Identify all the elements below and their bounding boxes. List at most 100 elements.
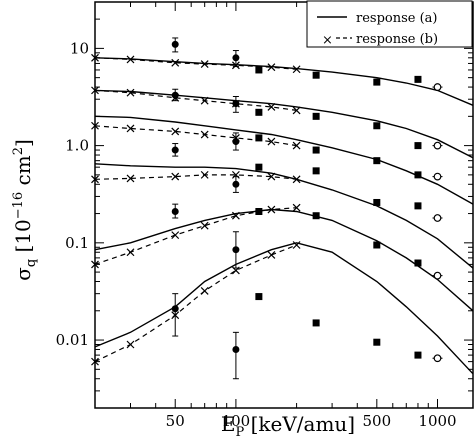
response-b-cross	[267, 102, 276, 111]
data-point-square	[414, 142, 422, 150]
data-point-square	[373, 122, 381, 130]
response-b-cross	[126, 248, 135, 257]
data-point-square	[373, 198, 381, 206]
data-point-circle	[171, 305, 179, 313]
data-point-circle	[232, 138, 240, 146]
response-b-cross	[126, 88, 135, 97]
plot-area-border	[94, 1, 474, 409]
response-b-cross	[292, 106, 301, 115]
data-point-square	[312, 212, 320, 220]
x-tick-label: 50	[166, 412, 185, 430]
x-axis-label: EP [keV/amu]	[221, 412, 355, 440]
response-a-line	[94, 242, 474, 375]
y-tick-label: 1.0	[65, 137, 89, 155]
data-point-square	[255, 163, 263, 171]
response-b-cross	[292, 65, 301, 74]
response-b-cross	[292, 203, 301, 212]
data-point-square	[373, 338, 381, 346]
response-b-cross	[267, 137, 276, 146]
response-a-line	[94, 115, 474, 205]
data-point-square	[255, 108, 263, 116]
y-axis-label: σq [10−16 cm2]	[11, 139, 39, 281]
data-point-square	[373, 157, 381, 165]
y-tick-label: 0.1	[65, 234, 89, 252]
response-a-lines	[94, 57, 474, 375]
data-point-open-circle	[433, 271, 442, 280]
data-point-circle	[171, 207, 179, 215]
response-b-cross	[200, 60, 209, 68]
response-b-cross	[200, 170, 209, 179]
data-point-open-circle	[433, 354, 442, 363]
response-a-line	[94, 57, 474, 106]
response-b-cross	[91, 175, 99, 184]
data-point-circle	[171, 91, 179, 99]
response-b-cross	[200, 130, 209, 139]
data-point-square	[414, 259, 422, 267]
response-b-cross	[171, 58, 180, 67]
data-point-square	[255, 293, 263, 301]
data-point-open-circle	[433, 141, 442, 150]
experiment-markers	[171, 37, 443, 380]
response-b-cross	[91, 86, 99, 95]
response-b-cross	[126, 174, 135, 183]
data-point-open-circle	[433, 172, 442, 181]
data-point-square	[414, 202, 422, 210]
response-b-cross	[200, 96, 209, 105]
legend-box	[306, 0, 473, 48]
legend-label-b: response (b)	[356, 32, 438, 47]
data-point-square	[414, 351, 422, 359]
response-a-line	[94, 89, 474, 159]
data-point-square	[312, 71, 320, 79]
response-b-cross	[200, 221, 209, 230]
data-point-circle	[232, 54, 240, 62]
data-point-circle	[171, 146, 179, 154]
response-a-line	[94, 163, 474, 269]
response-b-cross	[171, 172, 180, 181]
data-point-circle	[171, 40, 179, 48]
response-b-line	[94, 244, 297, 363]
response-b-line	[94, 89, 297, 111]
response-b-cross	[267, 172, 276, 181]
data-point-square	[255, 66, 263, 74]
response-b-cross	[91, 260, 99, 269]
data-point-square	[255, 134, 263, 142]
data-point-circle	[232, 100, 240, 108]
data-point-square	[312, 146, 320, 154]
legend: response (a) × response (b)	[306, 0, 473, 48]
y-tick-label: 0.01	[56, 331, 89, 349]
response-b-cross	[231, 170, 240, 179]
response-b-cross	[292, 241, 301, 249]
plot-frame	[94, 1, 474, 409]
response-b-cross	[91, 53, 99, 62]
response-b-cross	[231, 211, 240, 220]
data-point-square	[373, 241, 381, 249]
data-point-square	[255, 207, 263, 215]
y-tick-label: 10	[70, 39, 89, 57]
legend-label-a: response (a)	[356, 11, 438, 26]
response-b-cross	[126, 55, 135, 64]
response-b-cross	[171, 127, 180, 136]
data-point-circle	[232, 345, 240, 353]
response-b-cross	[171, 231, 180, 240]
response-b-line	[94, 207, 297, 265]
response-b-cross	[200, 287, 209, 295]
legend-marker-b: ×	[322, 33, 333, 48]
response-b-cross	[292, 141, 301, 150]
response-b-line	[94, 174, 297, 180]
response-b-cross	[267, 63, 276, 72]
x-tick-label: 100	[222, 412, 251, 430]
data-point-open-circle	[433, 214, 442, 222]
response-b-cross	[91, 357, 99, 366]
x-tick-label: 1000	[418, 412, 456, 430]
data-point-square	[312, 112, 320, 120]
response-b-cross	[267, 205, 276, 214]
data-point-circle	[232, 180, 240, 188]
response-a-line	[94, 208, 474, 312]
response-b-lines	[91, 53, 301, 366]
response-b-line	[94, 57, 297, 70]
response-b-line	[94, 125, 297, 147]
data-point-open-circle	[433, 83, 442, 91]
response-b-cross	[267, 251, 276, 259]
response-b-cross	[126, 124, 135, 133]
